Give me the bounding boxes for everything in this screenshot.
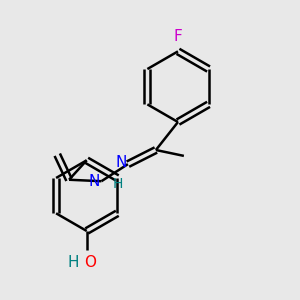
Text: F: F (174, 29, 182, 44)
Text: H: H (112, 177, 123, 191)
Text: O: O (84, 255, 96, 270)
Text: N: N (115, 155, 126, 170)
Text: N: N (88, 174, 100, 189)
Text: H: H (68, 255, 79, 270)
